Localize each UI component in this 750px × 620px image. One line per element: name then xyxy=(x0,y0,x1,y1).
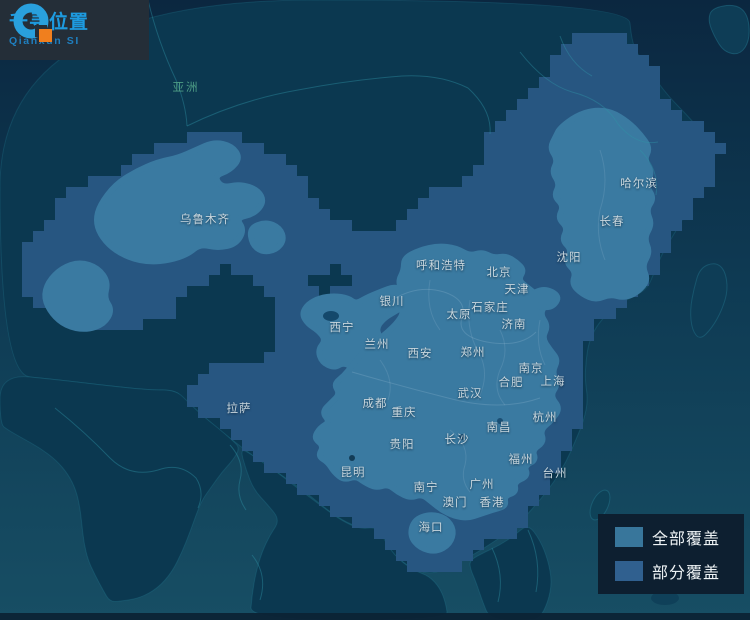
full-coverage-swatch xyxy=(615,527,643,547)
map-legend: 全部覆盖 部分覆盖 xyxy=(598,514,744,594)
partial-coverage-swatch xyxy=(615,561,643,581)
legend-row-partial-coverage: 部分覆盖 xyxy=(615,559,744,583)
qianxun-logo-icon xyxy=(13,3,52,42)
partial-coverage-label: 部分覆盖 xyxy=(652,565,721,582)
brand-logo: 千寻位置 Qianxun SI xyxy=(0,0,149,60)
brand-name-cn: 千寻位置 xyxy=(9,12,90,34)
full-coverage-label: 全部覆盖 xyxy=(652,531,721,548)
legend-row-full-coverage: 全部覆盖 xyxy=(615,525,744,549)
